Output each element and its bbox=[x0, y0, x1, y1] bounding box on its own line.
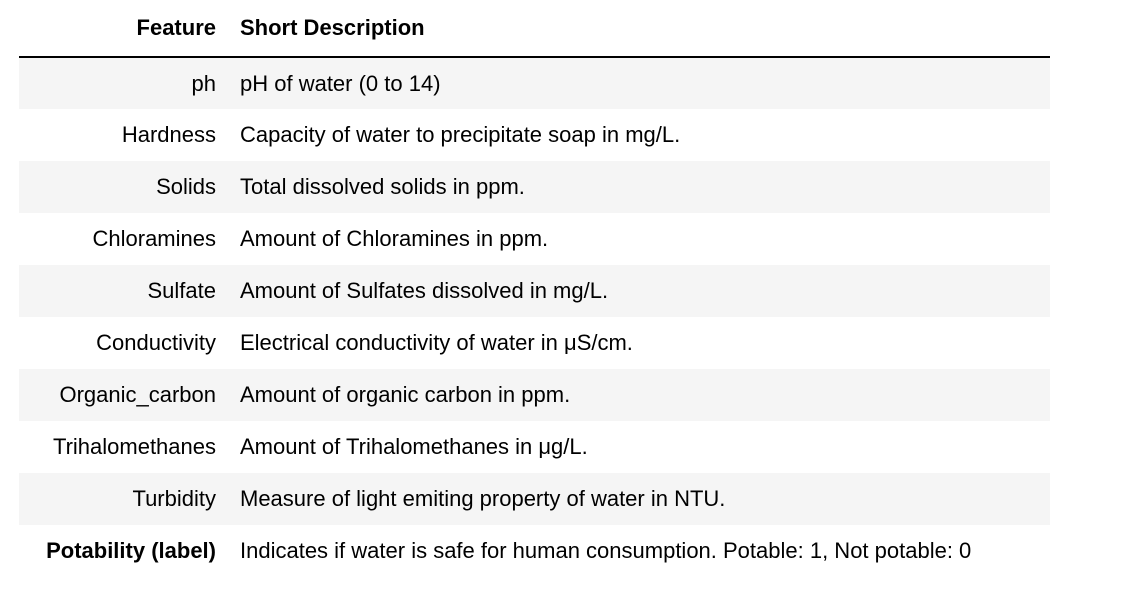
table-row: Sulfate Amount of Sulfates dissolved in … bbox=[19, 265, 1050, 317]
table-row: Solids Total dissolved solids in ppm. bbox=[19, 161, 1050, 213]
table-row-label: Potability (label) Indicates if water is… bbox=[19, 525, 1050, 577]
table-row: Chloramines Amount of Chloramines in ppm… bbox=[19, 213, 1050, 265]
table-row: Conductivity Electrical conductivity of … bbox=[19, 317, 1050, 369]
feature-cell: Sulfate bbox=[147, 278, 217, 303]
feature-cell: Solids bbox=[156, 174, 216, 199]
table-row: ph pH of water (0 to 14) bbox=[19, 57, 1050, 109]
feature-cell: Turbidity bbox=[132, 486, 216, 511]
table-header: Feature Short Description bbox=[19, 0, 1050, 58]
description-cell: Total dissolved solids in ppm. bbox=[240, 174, 525, 199]
description-cell: pH of water (0 to 14) bbox=[240, 70, 441, 96]
description-cell: Amount of Chloramines in ppm. bbox=[240, 226, 549, 251]
description-cell: Amount of Trihalomethanes in μg/L. bbox=[240, 434, 588, 459]
table-row: Organic_carbon Amount of organic carbon … bbox=[19, 369, 1050, 421]
table-row: Turbidity Measure of light emiting prope… bbox=[19, 473, 1050, 525]
header-short-description: Short Description bbox=[228, 0, 1050, 58]
feature-cell: Chloramines bbox=[92, 226, 217, 251]
feature-cell: Hardness bbox=[121, 122, 216, 147]
description-cell: Capacity of water to precipitate soap in… bbox=[240, 122, 681, 147]
description-cell: Measure of light emiting property of wat… bbox=[240, 486, 726, 511]
table-body: ph pH of water (0 to 14) Hardness Capaci… bbox=[19, 57, 1050, 577]
feature-cell: Trihalomethanes bbox=[52, 434, 216, 459]
description-cell: Amount of organic carbon in ppm. bbox=[240, 382, 571, 407]
feature-cell: Organic_carbon bbox=[59, 382, 216, 407]
description-cell: Indicates if water is safe for human con… bbox=[240, 538, 972, 563]
description-cell: Electrical conductivity of water in μS/c… bbox=[240, 330, 633, 355]
header-feature: Feature bbox=[19, 0, 228, 58]
feature-cell: ph bbox=[191, 70, 216, 96]
table-row: Trihalomethanes Amount of Trihalomethane… bbox=[19, 421, 1050, 473]
label-feature-cell: Potability (label) bbox=[46, 538, 216, 563]
description-cell: Amount of Sulfates dissolved in mg/L. bbox=[240, 278, 609, 303]
header-row: Feature Short Description bbox=[19, 0, 1050, 58]
feature-description-table: Feature Short Description ph pH of water… bbox=[19, 0, 1050, 577]
feature-cell: Conductivity bbox=[96, 330, 216, 355]
feature-table-container: Feature Short Description ph pH of water… bbox=[19, 0, 1050, 577]
table-row: Hardness Capacity of water to precipitat… bbox=[19, 109, 1050, 161]
